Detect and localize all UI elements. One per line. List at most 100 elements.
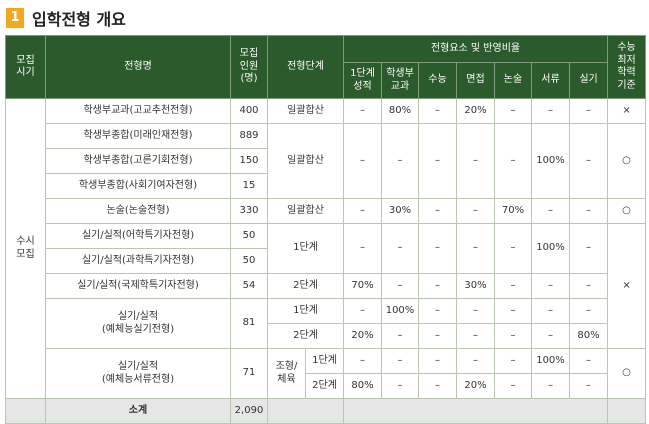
table-cell: 논술(논술전형) (45, 198, 231, 224)
ratio-cell: – (568, 298, 609, 324)
ratio-cell: 100% (531, 348, 570, 374)
table-cell: 수시 모집 (5, 98, 46, 399)
ratio-cell: – (494, 348, 532, 374)
ratio-cell: – (531, 323, 570, 349)
table-cell: 실기/실적(어학특기자전형) (45, 223, 231, 249)
empty-cell (342, 398, 609, 424)
ratio-cell: – (456, 223, 495, 274)
ratio-cell: 20% (456, 98, 495, 124)
ratio-cell: 20% (343, 323, 382, 349)
ratio-cell: 80% (343, 373, 382, 399)
empty-cell (267, 398, 344, 424)
header-cell: 논술 (494, 62, 532, 99)
ratio-cell: – (418, 123, 457, 199)
ratio-cell: – (343, 123, 382, 199)
table-cell: 150 (230, 148, 268, 174)
section-number: 1 (6, 7, 24, 28)
header-cell: 면접 (456, 62, 495, 99)
table-cell: 71 (230, 348, 268, 399)
ratio-cell: – (494, 98, 532, 124)
ratio-cell: – (494, 323, 532, 349)
table-cell: 학생부종합(미래인재전형) (45, 123, 231, 149)
ratio-cell: – (568, 123, 609, 199)
section-title: 입학전형 개요 (32, 9, 126, 29)
table-cell: 학생부교과(고교추천전형) (45, 98, 231, 124)
empty-cell (607, 398, 647, 424)
table-cell: ○ (607, 348, 647, 399)
ratio-cell: – (531, 298, 570, 324)
header-cell: 서류 (531, 62, 570, 99)
table-cell: 50 (230, 223, 268, 249)
header-cell: 1단계 성적 (343, 62, 382, 99)
ratio-cell: – (343, 298, 382, 324)
table-cell: 81 (230, 298, 268, 349)
ratio-cell: – (381, 273, 419, 299)
ratio-cell: – (568, 348, 609, 374)
table-cell: 50 (230, 248, 268, 274)
ratio-cell: – (568, 198, 609, 224)
ratio-cell: 30% (381, 198, 419, 224)
table-cell: 2단계 (267, 273, 344, 299)
ratio-cell: – (531, 198, 570, 224)
table-cell: × (607, 98, 647, 124)
ratio-cell: – (531, 98, 570, 124)
ratio-cell: – (456, 348, 495, 374)
table-cell: 400 (230, 98, 268, 124)
ratio-cell: – (381, 123, 419, 199)
ratio-cell: – (494, 273, 532, 299)
ratio-cell: – (456, 198, 495, 224)
table-cell: 889 (230, 123, 268, 149)
ratio-cell: 30% (456, 273, 495, 299)
header-cell: 모집 인원 (명) (230, 35, 268, 99)
title-bar: 1 입학전형 개요 (0, 0, 649, 35)
ratio-cell: – (418, 348, 457, 374)
table-cell: ○ (607, 198, 647, 224)
ratio-cell: – (456, 298, 495, 324)
ratio-cell: – (343, 198, 382, 224)
ratio-cell: – (456, 323, 495, 349)
ratio-cell: – (418, 223, 457, 274)
table-cell: 15 (230, 173, 268, 199)
table-cell: 실기/실적 (예체능서류전형) (45, 348, 231, 399)
table-cell: 실기/실적 (예체능실기전형) (45, 298, 231, 349)
ratio-cell: 100% (531, 223, 570, 274)
ratio-cell: – (456, 123, 495, 199)
ratio-cell: – (418, 323, 457, 349)
ratio-cell: – (418, 298, 457, 324)
table-cell: 조형/ 체육 (267, 348, 306, 399)
ratio-cell: – (494, 223, 532, 274)
empty-cell (5, 398, 46, 424)
ratio-cell: 70% (343, 273, 382, 299)
table-cell: 54 (230, 273, 268, 299)
ratio-cell: – (418, 198, 457, 224)
header-cell: 전형단계 (267, 35, 344, 99)
ratio-cell: – (381, 323, 419, 349)
table-cell: 2단계 (305, 373, 344, 399)
ratio-cell: – (418, 273, 457, 299)
table-cell: 2,090 (230, 398, 268, 424)
ratio-cell: – (568, 98, 609, 124)
ratio-cell: – (531, 273, 570, 299)
table-cell: 일괄합산 (267, 198, 344, 224)
ratio-cell: – (568, 273, 609, 299)
ratio-cell: – (343, 348, 382, 374)
ratio-cell: – (494, 298, 532, 324)
table-cell: 학생부종합(사회기여자전형) (45, 173, 231, 199)
table-cell: 학생부종합(고른기회전형) (45, 148, 231, 174)
table-cell: 1단계 (305, 348, 344, 374)
ratio-cell: – (494, 373, 532, 399)
ratio-cell: – (381, 223, 419, 274)
ratio-cell: 100% (381, 298, 419, 324)
ratio-cell: – (381, 348, 419, 374)
ratio-cell: – (494, 123, 532, 199)
ratio-cell: 100% (531, 123, 570, 199)
header-cell: 전형요소 및 반영비율 (342, 35, 609, 63)
header-cell: 실기 (568, 62, 609, 99)
ratio-cell: – (568, 223, 609, 274)
ratio-cell: 80% (568, 323, 609, 349)
table-cell: 소계 (45, 398, 231, 424)
table-cell: 330 (230, 198, 268, 224)
table-cell: 2단계 (267, 323, 344, 349)
table-cell: 1단계 (267, 223, 344, 274)
